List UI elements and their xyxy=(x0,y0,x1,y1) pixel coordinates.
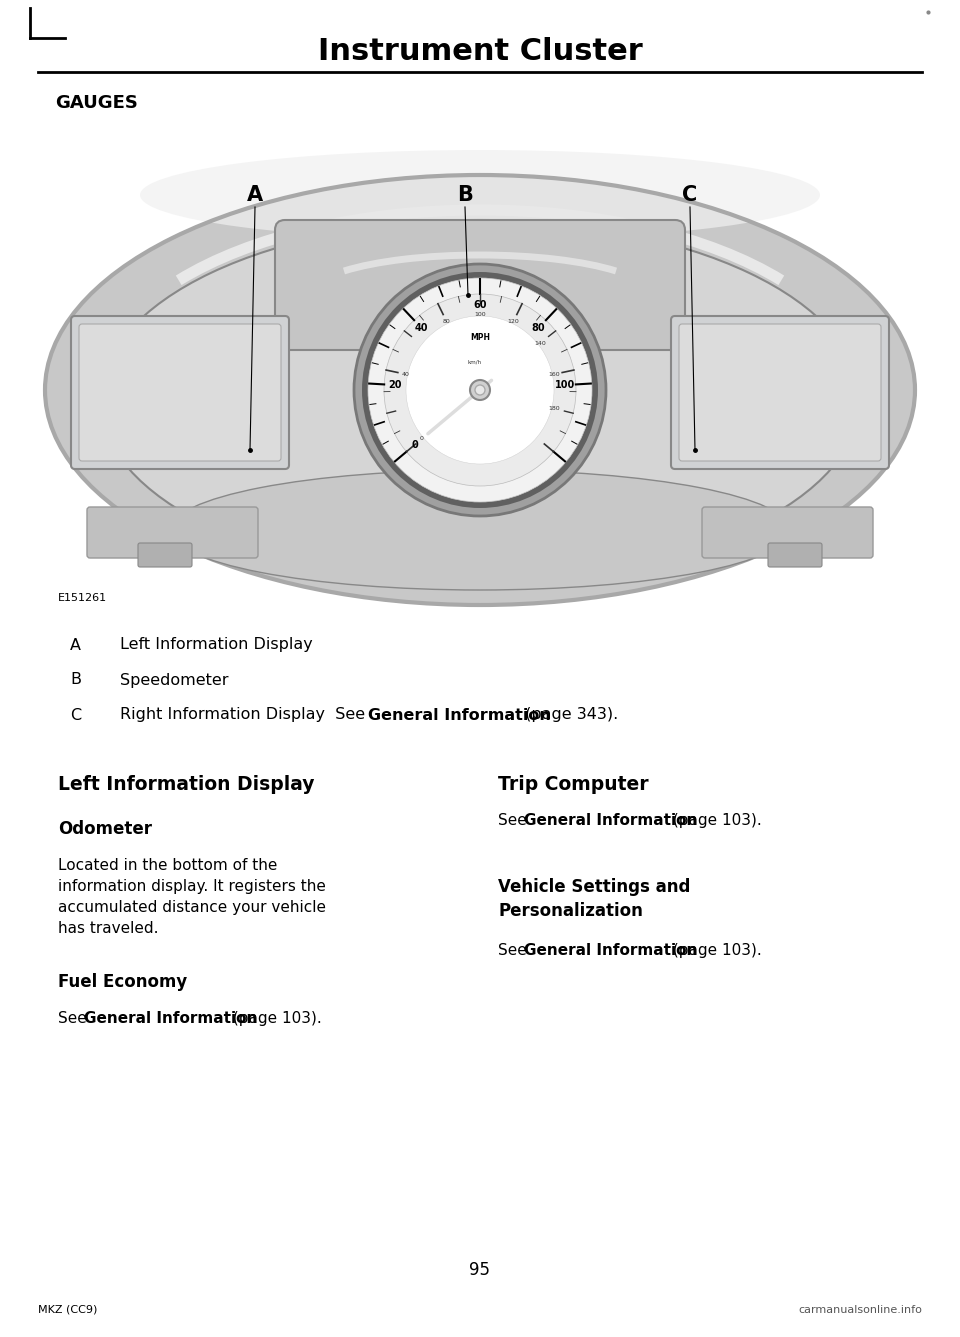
Text: MKZ (CC9): MKZ (CC9) xyxy=(38,1305,97,1316)
Ellipse shape xyxy=(100,221,860,580)
FancyBboxPatch shape xyxy=(138,543,192,567)
Text: 20: 20 xyxy=(389,380,402,390)
Text: See: See xyxy=(58,1011,91,1025)
Text: 0: 0 xyxy=(420,436,423,441)
Text: 60: 60 xyxy=(473,299,487,310)
Text: A: A xyxy=(247,185,263,205)
Text: See: See xyxy=(498,813,532,828)
Circle shape xyxy=(384,294,576,487)
Text: 180: 180 xyxy=(548,406,560,410)
Text: Speedometer: Speedometer xyxy=(120,673,228,687)
Text: Instrument Cluster: Instrument Cluster xyxy=(318,37,642,67)
Text: MPH: MPH xyxy=(470,333,490,342)
Text: General Information: General Information xyxy=(368,707,551,722)
Text: Left Information Display: Left Information Display xyxy=(120,638,313,652)
FancyBboxPatch shape xyxy=(679,324,881,461)
Text: See: See xyxy=(498,943,532,959)
Circle shape xyxy=(368,278,592,501)
Text: (page 103).: (page 103). xyxy=(668,813,761,828)
FancyBboxPatch shape xyxy=(275,221,685,350)
FancyBboxPatch shape xyxy=(79,324,281,461)
Text: 120: 120 xyxy=(508,320,519,324)
Text: Left Information Display: Left Information Display xyxy=(58,775,315,794)
Text: GAUGES: GAUGES xyxy=(55,94,138,112)
Text: General Information: General Information xyxy=(524,813,697,828)
Text: 140: 140 xyxy=(534,341,546,346)
FancyBboxPatch shape xyxy=(671,316,889,469)
Circle shape xyxy=(362,271,598,508)
Text: (page 103).: (page 103). xyxy=(228,1011,322,1025)
Text: 95: 95 xyxy=(469,1261,491,1280)
Text: Trip Computer: Trip Computer xyxy=(498,775,649,794)
Circle shape xyxy=(475,385,485,394)
FancyBboxPatch shape xyxy=(768,543,822,567)
Text: General Information: General Information xyxy=(84,1011,257,1025)
Text: A: A xyxy=(70,638,81,652)
Text: C: C xyxy=(683,185,698,205)
Text: 160: 160 xyxy=(548,372,560,377)
Text: carmanualsonline.info: carmanualsonline.info xyxy=(798,1305,922,1316)
Text: (page 103).: (page 103). xyxy=(668,943,761,959)
FancyBboxPatch shape xyxy=(87,507,258,558)
Text: B: B xyxy=(70,673,81,687)
Text: 80: 80 xyxy=(443,320,450,324)
Text: Right Information Display  See: Right Information Display See xyxy=(120,707,371,722)
Text: (page 343).: (page 343). xyxy=(520,707,618,722)
Text: 0: 0 xyxy=(412,440,419,449)
Circle shape xyxy=(470,380,490,400)
Circle shape xyxy=(406,316,554,464)
Text: General Information: General Information xyxy=(524,943,697,959)
Ellipse shape xyxy=(170,471,790,590)
Text: 40: 40 xyxy=(401,372,410,377)
Text: B: B xyxy=(457,185,473,205)
Text: C: C xyxy=(70,707,82,722)
Text: E151261: E151261 xyxy=(58,594,108,603)
FancyBboxPatch shape xyxy=(702,507,873,558)
Text: 100: 100 xyxy=(555,380,575,390)
Text: Vehicle Settings and
Personalization: Vehicle Settings and Personalization xyxy=(498,878,690,920)
Text: Located in the bottom of the
information display. It registers the
accumulated d: Located in the bottom of the information… xyxy=(58,858,326,936)
Text: 40: 40 xyxy=(415,324,428,333)
Ellipse shape xyxy=(45,175,915,606)
Circle shape xyxy=(354,263,606,516)
Text: 80: 80 xyxy=(532,324,545,333)
Ellipse shape xyxy=(140,150,820,241)
Text: km/h: km/h xyxy=(468,360,482,365)
Text: Odometer: Odometer xyxy=(58,820,152,838)
Text: 100: 100 xyxy=(474,312,486,317)
Text: Fuel Economy: Fuel Economy xyxy=(58,973,187,991)
FancyBboxPatch shape xyxy=(71,316,289,469)
